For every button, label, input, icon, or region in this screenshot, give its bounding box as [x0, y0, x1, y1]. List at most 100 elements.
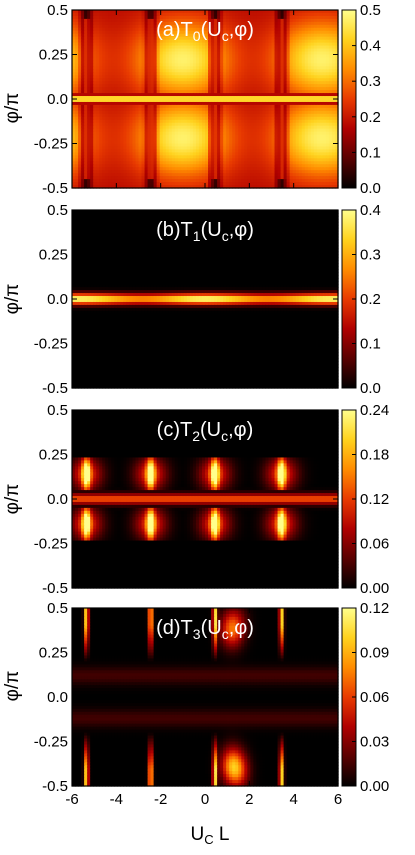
- heatmap-cell: [147, 90, 152, 94]
- heatmap-cell: [168, 54, 173, 59]
- heatmap-cell: [159, 48, 164, 53]
- heatmap-cell: [135, 99, 140, 103]
- heatmap-cell: [214, 54, 218, 59]
- heatmap-cell: [114, 87, 118, 91]
- heatmap-cell: [171, 33, 176, 38]
- heatmap-cell: [96, 99, 100, 103]
- heatmap-cell: [268, 24, 273, 29]
- heatmap-cell: [283, 81, 288, 85]
- heatmap-cell: [295, 54, 300, 59]
- heatmap-cell: [331, 101, 336, 106]
- heatmap-cell: [247, 72, 251, 76]
- heatmap-cell: [217, 93, 221, 97]
- heatmap-cell: [223, 30, 227, 35]
- heatmap-cell: [132, 72, 137, 76]
- heatmap-cell: [132, 96, 137, 100]
- heatmap-cell: [334, 63, 339, 67]
- heatmap-cell: [180, 66, 185, 70]
- heatmap-cell: [313, 101, 318, 106]
- heatmap-cell: [75, 110, 79, 115]
- heatmap-cell: [301, 72, 306, 76]
- heatmap-cell: [183, 12, 188, 17]
- heatmap-cell: [99, 42, 103, 47]
- heatmap-cell: [156, 78, 161, 82]
- heatmap-cell: [165, 90, 170, 94]
- heatmap-cell: [198, 113, 203, 118]
- heatmap-cell: [186, 96, 191, 100]
- heatmap-cell: [102, 39, 106, 44]
- heatmap-cell: [277, 24, 282, 29]
- heatmap-cell: [126, 15, 131, 20]
- heatmap-cell: [241, 30, 245, 35]
- heatmap-cell: [334, 96, 339, 100]
- heatmap-cell: [156, 36, 161, 41]
- heatmap-cell: [292, 78, 297, 82]
- heatmap-cell: [274, 90, 279, 94]
- heatmap-cell: [229, 116, 233, 121]
- heatmap-cell: [87, 45, 91, 50]
- heatmap-cell: [205, 90, 209, 94]
- heatmap-cell: [319, 78, 324, 82]
- heatmap-cell: [217, 27, 221, 32]
- heatmap-cell: [189, 21, 194, 26]
- heatmap-cell: [256, 93, 261, 97]
- heatmap-cell: [301, 18, 306, 23]
- heatmap-cell: [162, 21, 167, 26]
- heatmap-cell: [150, 10, 155, 14]
- heatmap-cell: [280, 107, 285, 112]
- heatmap-cell: [298, 51, 303, 56]
- heatmap-cell: [214, 69, 218, 73]
- heatmap-cell: [259, 72, 264, 76]
- heatmap-cell: [205, 51, 209, 56]
- heatmap-cell: [265, 57, 270, 62]
- heatmap-cell: [75, 63, 79, 67]
- heatmap-cell: [126, 104, 131, 109]
- heatmap-cell: [241, 69, 245, 73]
- heatmap-cell: [120, 72, 124, 76]
- heatmap-cell: [174, 39, 179, 44]
- heatmap-cell: [277, 27, 282, 32]
- heatmap-cell: [186, 99, 191, 103]
- heatmap-cell: [126, 63, 131, 67]
- heatmap-cell: [322, 51, 327, 56]
- heatmap-cell: [75, 101, 79, 106]
- heatmap-cell: [256, 110, 261, 115]
- heatmap-cell: [241, 87, 245, 91]
- heatmap-cell: [201, 69, 206, 73]
- heatmap-cell: [256, 51, 261, 56]
- heatmap-cell: [135, 30, 140, 35]
- heatmap-cell: [280, 78, 285, 82]
- heatmap-cell: [141, 33, 146, 38]
- heatmap-cell: [123, 93, 128, 97]
- heatmap-cell: [141, 45, 146, 50]
- heatmap-cell: [84, 48, 88, 53]
- heatmap-cell: [205, 21, 209, 26]
- heatmap-cell: [307, 90, 312, 94]
- heatmap-cell: [105, 78, 109, 82]
- heatmap-cell: [96, 104, 100, 109]
- heatmap-cell: [96, 24, 100, 29]
- heatmap-cell: [156, 107, 161, 112]
- heatmap-cell: [87, 69, 91, 73]
- heatmap-cell: [144, 81, 149, 85]
- heatmap-cell: [331, 84, 336, 88]
- heatmap-cell: [235, 24, 239, 29]
- heatmap-cell: [247, 110, 251, 115]
- heatmap-cell: [111, 42, 115, 47]
- heatmap-cell: [298, 42, 303, 47]
- heatmap-cell: [241, 42, 245, 47]
- heatmap-cell: [186, 84, 191, 88]
- heatmap-cell: [262, 69, 267, 73]
- heatmap-cell: [277, 81, 282, 85]
- heatmap-cell: [144, 15, 149, 20]
- heatmap-cell: [220, 45, 224, 50]
- heatmap-cell: [90, 113, 94, 118]
- heatmap-cell: [268, 96, 273, 100]
- heatmap-cell: [313, 113, 318, 118]
- heatmap-cell: [253, 66, 257, 70]
- heatmap-cell: [247, 15, 251, 20]
- heatmap-cell: [183, 104, 188, 109]
- heatmap-cell: [135, 110, 140, 115]
- heatmap-cell: [214, 60, 218, 64]
- heatmap-cell: [265, 63, 270, 67]
